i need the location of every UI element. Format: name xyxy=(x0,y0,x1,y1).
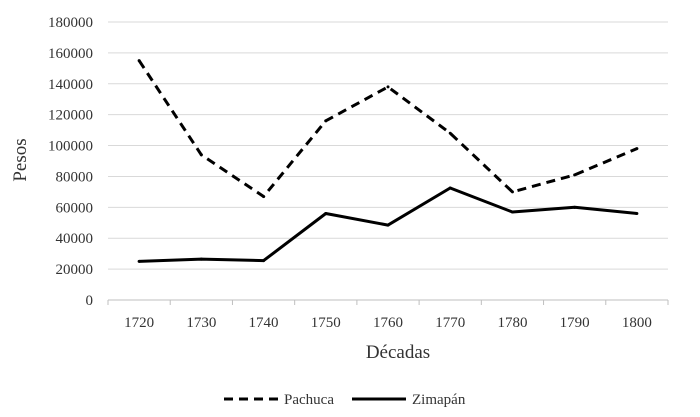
y-tick-labels: 0 20000 40000 60000 80000 100000 120000 140000 1… xyxy=(48,15,93,309)
y-tick-label: 140000 xyxy=(48,77,93,93)
legend-label: Pachuca xyxy=(284,392,334,408)
data-point xyxy=(262,195,266,199)
y-tick-label: 20000 xyxy=(56,262,94,278)
data-point xyxy=(448,186,452,190)
data-point xyxy=(199,257,203,261)
y-axis-title: Pesos xyxy=(10,138,31,181)
legend-item: Pachuca xyxy=(224,392,334,408)
x-tick-label: 1780 xyxy=(497,315,527,331)
x-axis xyxy=(107,299,669,305)
data-point xyxy=(324,119,328,123)
legend: Pachuca Zimapán xyxy=(224,392,466,408)
data-point xyxy=(573,205,577,209)
data-point xyxy=(573,173,577,177)
x-tick-label: 1790 xyxy=(560,315,590,331)
data-point xyxy=(635,212,639,216)
y-tick-label: 180000 xyxy=(48,15,93,31)
gridlines xyxy=(108,21,668,270)
legend-label: Zimapán xyxy=(412,392,466,408)
x-tick-label: 1800 xyxy=(622,315,652,331)
x-axis-title: Décadas xyxy=(366,342,430,363)
x-tick-label: 1730 xyxy=(186,315,216,331)
data-point xyxy=(386,85,390,89)
y-tick-label: 80000 xyxy=(56,169,94,185)
x-tick-label: 1720 xyxy=(124,315,154,331)
x-tick-labels: 1720 1730 1740 1750 1760 1770 1780 1790 1800 xyxy=(124,315,652,331)
series-line xyxy=(137,59,638,198)
data-point xyxy=(199,153,203,157)
x-tick-label: 1760 xyxy=(373,315,403,331)
legend-item: Zimapán xyxy=(352,392,466,408)
series-zimapán xyxy=(137,186,639,263)
data-point xyxy=(386,223,390,227)
x-tick-label: 1750 xyxy=(311,315,341,331)
y-tick-label: 120000 xyxy=(48,108,93,124)
data-point xyxy=(510,190,514,194)
y-tick-label: 160000 xyxy=(48,46,93,62)
data-point xyxy=(635,147,639,151)
x-tick-label: 1740 xyxy=(249,315,279,331)
series-lines xyxy=(137,59,639,263)
y-tick-label: 60000 xyxy=(56,200,94,216)
data-point xyxy=(448,131,452,135)
series-pachuca xyxy=(137,59,639,199)
y-tick-label: 40000 xyxy=(56,231,94,247)
data-point xyxy=(262,259,266,263)
y-tick-label: 0 xyxy=(86,293,94,309)
data-point xyxy=(137,259,141,263)
data-point xyxy=(324,212,328,216)
data-point xyxy=(137,59,141,63)
x-tick-label: 1770 xyxy=(435,315,465,331)
data-point xyxy=(510,210,514,214)
y-tick-label: 100000 xyxy=(48,139,93,155)
